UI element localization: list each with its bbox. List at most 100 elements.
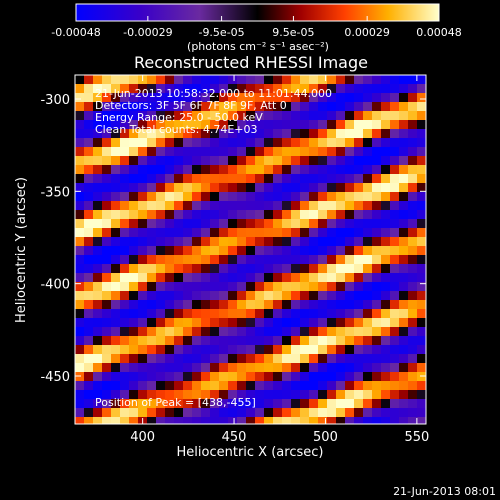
heatmap-cell	[201, 129, 211, 139]
heatmap-cell	[318, 255, 328, 265]
heatmap-cell	[408, 345, 418, 355]
heatmap-cell	[300, 111, 310, 121]
heatmap-cell	[201, 111, 211, 121]
heatmap-cell	[354, 201, 364, 211]
heatmap-cell	[156, 84, 166, 94]
heatmap-cell	[228, 345, 238, 355]
heatmap-cell	[111, 291, 121, 301]
heatmap-cell	[381, 93, 391, 103]
heatmap-cell	[300, 201, 310, 211]
info-annotation: 21-Jun-2013 10:58:32.000 to 11:01:44.000…	[95, 87, 332, 136]
heatmap-cell	[210, 102, 220, 112]
heatmap-cell	[255, 210, 265, 220]
heatmap-cell	[246, 408, 256, 418]
heatmap-cell	[417, 282, 426, 292]
heatmap-cell	[390, 318, 400, 328]
heatmap-cell	[120, 327, 130, 337]
heatmap-cell	[417, 129, 426, 139]
heatmap-cell	[201, 345, 211, 355]
info-line: 21-Jun-2013 10:58:32.000 to 11:01:44.000	[95, 87, 332, 100]
heatmap-cell	[327, 327, 337, 337]
heatmap-cell	[129, 300, 139, 310]
heatmap-cell	[147, 111, 157, 121]
heatmap-cell	[309, 417, 319, 424]
heatmap-cell	[192, 174, 202, 184]
heatmap-cell	[84, 291, 94, 301]
heatmap-cell	[363, 381, 373, 391]
heatmap-cell	[345, 228, 355, 238]
heatmap-cell	[255, 300, 265, 310]
heatmap-cell	[75, 273, 85, 283]
heatmap-cell	[237, 300, 247, 310]
y-axis-label: Heliocentric Y (arcsec)	[14, 177, 29, 323]
heatmap-cell	[273, 192, 283, 202]
heatmap-cell	[156, 138, 166, 148]
heatmap-cell	[183, 336, 193, 346]
heatmap-cell	[345, 120, 355, 130]
heatmap-cell	[93, 336, 103, 346]
heatmap-cell	[246, 147, 256, 157]
heatmap-cell	[300, 336, 310, 346]
heatmap-cell	[372, 84, 382, 94]
heatmap-cell	[390, 165, 400, 175]
heatmap-cell	[219, 111, 229, 121]
heatmap-cell	[372, 300, 382, 310]
heatmap-cell	[327, 156, 337, 166]
heatmap-cell	[309, 102, 319, 112]
heatmap-cell	[399, 156, 409, 166]
heatmap-cell	[174, 255, 184, 265]
heatmap-cell	[282, 318, 292, 328]
heatmap-cell	[336, 228, 346, 238]
heatmap-cell	[336, 102, 346, 112]
heatmap-cell	[138, 354, 148, 364]
heatmap-cell	[345, 147, 355, 157]
heatmap-cell	[102, 165, 112, 175]
heatmap-cell	[300, 399, 310, 409]
heatmap-cell	[129, 147, 139, 157]
heatmap-cell	[165, 264, 175, 274]
heatmap-cell	[408, 354, 418, 364]
heatmap-cell	[210, 399, 220, 409]
heatmap-cell	[156, 282, 166, 292]
heatmap-cell	[390, 291, 400, 301]
heatmap-cell	[210, 75, 220, 85]
heatmap-cell	[264, 363, 274, 373]
heatmap-cell	[327, 363, 337, 373]
heatmap-cell	[408, 237, 418, 247]
heatmap-cell	[309, 228, 319, 238]
heatmap-cell	[309, 174, 319, 184]
heatmap-cell	[102, 210, 112, 220]
heatmap-cell	[84, 228, 94, 238]
heatmap-cell	[255, 111, 265, 121]
heatmap-cell	[273, 228, 283, 238]
heatmap-cell	[84, 336, 94, 346]
heatmap-cell	[165, 165, 175, 175]
heatmap-cell	[138, 327, 148, 337]
heatmap-cell	[237, 345, 247, 355]
heatmap-cell	[318, 363, 328, 373]
heatmap-cell	[192, 84, 202, 94]
heatmap-cell	[147, 237, 157, 247]
heatmap-cell	[408, 84, 418, 94]
heatmap-cell	[291, 156, 301, 166]
heatmap-cell	[183, 354, 193, 364]
heatmap-cell	[102, 120, 112, 130]
heatmap-cell	[219, 264, 229, 274]
heatmap-cell	[246, 246, 256, 256]
heatmap-cell	[210, 219, 220, 229]
heatmap-cell	[309, 309, 319, 319]
heatmap-cell	[309, 246, 319, 256]
heatmap-cell	[273, 273, 283, 283]
heatmap-cell	[372, 138, 382, 148]
y-axis: -300-350-400-450	[40, 93, 426, 385]
heatmap-cell	[264, 246, 274, 256]
heatmap-cell	[417, 201, 426, 211]
heatmap-cell	[75, 237, 85, 247]
heatmap-cell	[237, 120, 247, 130]
heatmap-cell	[417, 291, 426, 301]
heatmap-cell	[318, 183, 328, 193]
heatmap-cell	[300, 363, 310, 373]
heatmap-cell	[102, 318, 112, 328]
heatmap-cell	[156, 345, 166, 355]
heatmap-cell	[75, 219, 85, 229]
